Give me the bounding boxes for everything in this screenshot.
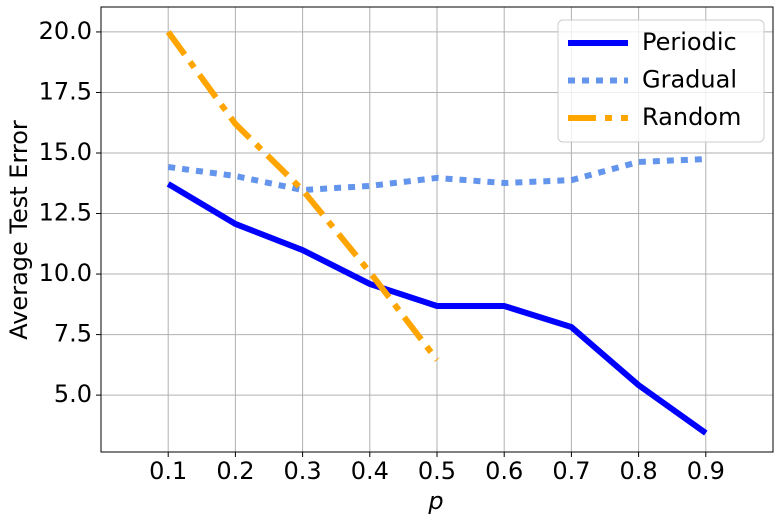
series-line xyxy=(166,181,708,436)
plot-frame xyxy=(100,6,774,453)
series-line xyxy=(165,30,440,362)
legend-label: Gradual xyxy=(642,66,737,94)
x-tick-label: 0.5 xyxy=(418,457,456,485)
legend-box xyxy=(557,19,765,143)
legend-label: Periodic xyxy=(642,28,737,56)
series-line xyxy=(167,156,706,194)
y-tick-label: 20.0 xyxy=(39,17,92,45)
x-tick-label: 0.9 xyxy=(687,457,725,485)
x-tick-label: 0.2 xyxy=(216,457,254,485)
x-tick-label: 0.3 xyxy=(284,457,322,485)
x-tick-label: 0.1 xyxy=(149,457,187,485)
y-tick-label: 5.0 xyxy=(54,380,92,408)
legend-label: Random xyxy=(642,103,741,131)
y-tick-label: 7.5 xyxy=(54,320,92,348)
y-axis-label: Average Test Error xyxy=(5,120,33,340)
y-tick-label: 17.5 xyxy=(39,77,92,105)
x-axis-label: p xyxy=(427,487,443,515)
y-tick-label: 15.0 xyxy=(39,138,92,166)
y-tick-label: 10.0 xyxy=(39,259,92,287)
x-tick-label: 0.7 xyxy=(552,457,590,485)
x-tick-label: 0.8 xyxy=(620,457,658,485)
x-tick-label: 0.4 xyxy=(351,457,389,485)
y-tick-label: 12.5 xyxy=(39,199,92,227)
legend: Periodic Gradual Random xyxy=(557,19,765,143)
x-tick-label: 0.6 xyxy=(485,457,523,485)
